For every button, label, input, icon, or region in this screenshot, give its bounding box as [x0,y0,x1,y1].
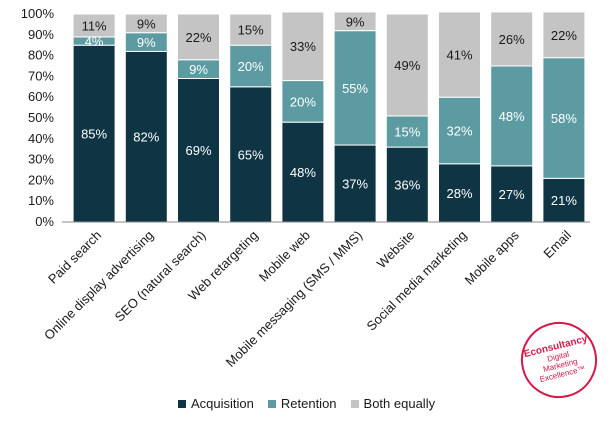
x-category-label: Website [374,228,418,272]
bar-segment-both-equally [281,11,325,82]
bar-segment-retention [333,30,377,146]
legend-label-retention: Retention [280,396,337,411]
bar-segment-retention [229,44,273,88]
data-label-acquisition: 21% [551,193,577,208]
data-label-acquisition: 48% [290,165,316,180]
data-label-both-equally: 9% [137,16,156,31]
bar-segment-both-equally [542,11,586,59]
bar-segment-acquisition [72,44,116,223]
data-label-retention: 9% [137,35,156,50]
y-tick-label: 0% [35,214,54,229]
legend: Acquisition Retention Both equally [178,396,435,411]
bar-segment-both-equally [229,13,273,46]
bars: 85% 4%11% 82% 9% 9% 69% 9% 22% 65% 20% 15% 48% 20% 33… [72,11,586,223]
legend-item-retention: Retention [267,396,337,411]
data-label-both-equally: 22% [551,28,577,43]
data-label-both-equally: 11% [82,18,107,33]
data-label-retention: 48% [499,109,525,124]
legend-label-acquisition: Acquisition [191,396,254,411]
bar-segment-acquisition [542,177,586,223]
data-label-acquisition: 85% [81,127,107,142]
y-tick-label: 30% [28,152,54,167]
x-category-label: SEO (natural search) [112,228,209,325]
data-label-acquisition: 36% [394,178,420,193]
data-label-acquisition: 69% [185,143,211,158]
data-label-retention: 32% [446,123,472,138]
data-label-both-equally: 22% [185,30,211,45]
bar-segment-both-equally [333,11,377,32]
x-category-label: Email [540,227,574,261]
bar-segment-both-equally [124,13,168,34]
legend-label-both-equally: Both equally [363,396,436,411]
bar-segment-both-equally [438,11,481,98]
legend-item-both-equally: Both equally [350,396,436,411]
data-label-both-equally: 49% [394,58,420,73]
data-label-acquisition: 65% [238,147,264,162]
bar-segment-acquisition [177,77,220,223]
bar-segment-retention [542,57,586,179]
bar-segment-acquisition [490,165,534,223]
y-tick-label: 100% [21,6,55,21]
data-label-both-equally: 15% [238,23,264,38]
data-label-both-equally: 33% [290,39,316,54]
bar-segment-retention [438,96,481,165]
y-tick-label: 50% [28,110,54,125]
bar-segment-both-equally [385,13,429,117]
data-label-retention: 4% [85,34,104,49]
y-tick-label: 10% [28,193,54,208]
bar-segment-retention [490,65,534,167]
data-label-retention: 55% [342,81,368,96]
data-label-acquisition: 82% [133,130,159,145]
bar-segment-acquisition [438,163,481,223]
data-label-both-equally: 41% [446,48,472,63]
legend-swatch-both-equally [350,399,359,408]
data-label-acquisition: 28% [446,186,472,201]
y-tick-label: 70% [28,68,54,83]
data-label-retention: 15% [394,125,420,140]
y-tick-label: 40% [28,131,54,146]
data-label-retention: 9% [189,62,208,77]
y-tick-label: 20% [28,172,54,187]
y-tick-label: 90% [28,27,54,42]
data-label-acquisition: 27% [499,187,525,202]
legend-swatch-retention [267,399,276,408]
x-category-label: Mobile web [256,228,313,285]
bar-segment-both-equally [72,13,116,38]
y-tick-label: 80% [28,48,54,63]
x-category-label: Social media marketing [363,228,469,334]
x-category-label: Mobile apps [462,227,523,288]
data-label-both-equally: 26% [499,32,525,47]
bar-segment-both-equally [490,11,534,67]
y-axis: 0% 10% 20% 30% 40% 50% 60% 70% 80% 90% 100% [21,6,55,229]
data-label-both-equally: 9% [346,14,365,29]
data-label-acquisition: 37% [342,177,368,192]
bar-segment-acquisition [385,146,429,223]
data-label-retention: 20% [290,94,316,109]
bar-segment-acquisition [281,121,325,223]
data-label-retention: 58% [551,111,577,126]
data-label-retention: 20% [238,59,264,74]
bar-segment-both-equally [177,13,220,61]
legend-swatch-acquisition [178,399,186,408]
y-tick-label: 60% [28,89,54,104]
legend-item-acquisition: Acquisition [178,396,254,411]
